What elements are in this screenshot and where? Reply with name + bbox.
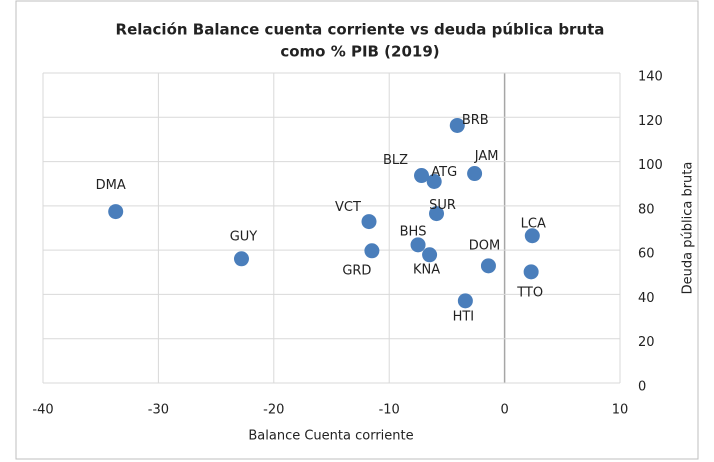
point [480, 258, 496, 274]
point [108, 204, 124, 220]
point [524, 228, 540, 244]
point [233, 251, 249, 267]
x-axis-title: Balance Cuenta corriente [248, 429, 413, 444]
y-tick-label: 20 [638, 335, 655, 350]
point [361, 214, 377, 230]
y-tick-label: 40 [638, 291, 655, 306]
x-tick-label: -20 [263, 403, 284, 418]
point [426, 174, 442, 189]
y-axis-title: Deuda pública bruta [681, 162, 696, 295]
point-label: BLZ [383, 153, 408, 168]
y-tick-label: 100 [638, 158, 663, 173]
point-label: SUR [429, 198, 456, 213]
point-label: GUY [230, 229, 258, 244]
point-label: HTI [453, 309, 475, 324]
x-tick-label: 0 [500, 403, 508, 418]
point-label: VCT [335, 200, 361, 215]
point-label: TTO [516, 285, 543, 300]
point [467, 166, 483, 182]
y-tick-label: 80 [638, 202, 655, 217]
point [457, 293, 473, 309]
point-label: JAM [474, 149, 499, 164]
x-tick-label: -30 [148, 403, 169, 418]
point-label: DMA [96, 178, 126, 193]
x-tick-label: 10 [612, 403, 629, 418]
chart-title: como % PIB (2019) [280, 43, 439, 61]
point-label: BHS [400, 224, 427, 239]
point [429, 206, 445, 222]
point [414, 168, 430, 184]
x-tick-label: -40 [32, 403, 53, 418]
point [449, 117, 465, 133]
point [422, 247, 438, 263]
x-tick-label: -10 [379, 403, 400, 418]
point-label: GRD [342, 263, 371, 278]
point [410, 237, 426, 253]
point-label: KNA [413, 262, 440, 277]
y-tick-label: 0 [638, 380, 646, 395]
chart-frame [15, 0, 699, 460]
point-label: LCA [521, 216, 546, 231]
y-tick-label: 120 [638, 114, 663, 129]
point [364, 243, 380, 259]
y-tick-label: 60 [638, 247, 655, 262]
point [523, 264, 539, 280]
point-label: ATG [431, 165, 457, 180]
chart-title: Relación Balance cuenta corriente vs deu… [116, 21, 605, 39]
point-label: DOM [469, 238, 500, 253]
y-tick-label: 140 [638, 70, 663, 85]
point-label: BRB [462, 113, 489, 128]
